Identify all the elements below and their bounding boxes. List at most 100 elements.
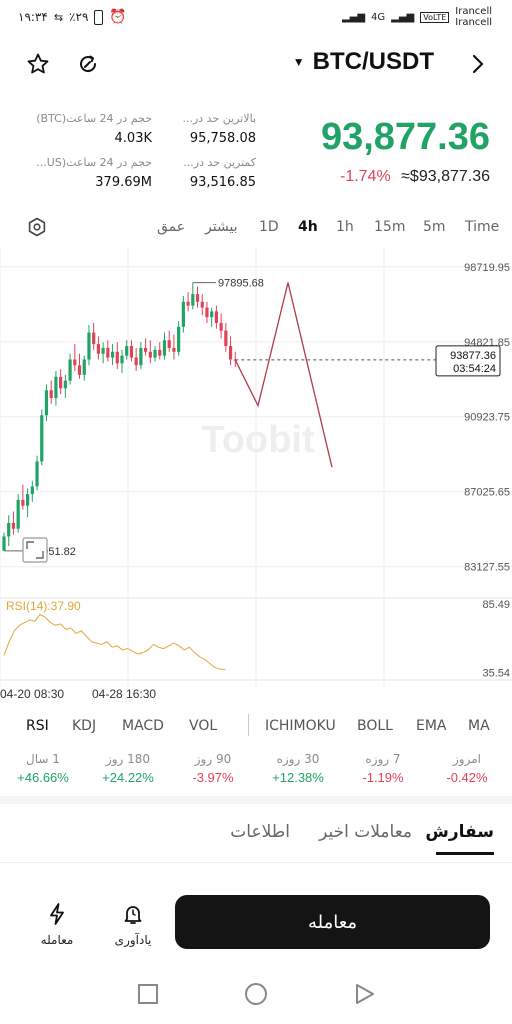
rsi-line <box>3 613 226 670</box>
chart-canvas[interactable]: Toobit RSI(14):37.90 85.49 35.54 98719.95 9… <box>0 246 512 706</box>
candle-body <box>49 390 53 398</box>
candle-body <box>158 349 162 356</box>
perf-label: 30 روزه <box>276 752 320 766</box>
tab-1h[interactable]: 1h <box>336 219 354 235</box>
candle-body <box>191 294 195 306</box>
candle-body <box>144 347 148 352</box>
high-label: 97895.68 <box>218 278 264 290</box>
signal-icon: ▂▄▆ <box>341 11 366 23</box>
refresh-icon[interactable] <box>72 48 104 80</box>
trade-tool[interactable]: معامله <box>27 902 87 947</box>
candle-body <box>210 311 214 318</box>
alert-tool[interactable]: یادآوری <box>103 902 163 947</box>
tab-ema[interactable]: EMA <box>416 718 447 734</box>
tab-order[interactable]: سفارش <box>425 822 494 842</box>
status-bar: ۱۹:۳۴ ⇆ ٪۲۹ ⏰ ▂▄▆ 4G ▂▄▆ VoLTE Irancell … <box>0 0 512 36</box>
network-type: 4G <box>371 11 386 23</box>
tab-boll[interactable]: BOLL <box>357 718 393 734</box>
market-header: ▼ BTC/USDT <box>0 44 512 84</box>
last-price: 93,877.36 <box>320 116 490 158</box>
tab-ichimoku[interactable]: ICHIMOKU <box>265 718 336 734</box>
y-tick-label: 98719.95 <box>464 262 510 274</box>
rsi-label: RSI(14):37.90 <box>6 599 81 613</box>
candle-body <box>7 522 11 537</box>
tab-4h[interactable]: 4h <box>298 219 318 235</box>
performance-row: 1 سال +46.66% 180 روز +24.22% 90 روز -3.… <box>0 748 512 792</box>
perf-value: -0.42% <box>446 770 488 785</box>
price-change-row: -1.74% ≈$93,877.36 <box>340 168 490 186</box>
tab-more[interactable]: بیشتر <box>205 219 238 235</box>
candle-body <box>16 499 20 529</box>
low24-label: کمترین حد در... <box>183 156 256 169</box>
perf-label: 1 سال <box>26 752 60 766</box>
candle-body <box>148 351 152 358</box>
pair-title: BTC/USDT <box>312 48 434 75</box>
candle-body <box>177 326 181 352</box>
tab-vol[interactable]: VOL <box>189 718 218 734</box>
chevron-right-icon[interactable] <box>462 48 494 80</box>
tab-info[interactable]: اطلاعات <box>230 822 290 842</box>
content-tabs: سفارش معاملات اخیر اطلاعات <box>0 816 512 856</box>
candle-body <box>54 376 58 398</box>
status-time: ۱۹:۳۴ <box>18 10 48 24</box>
tab-macd[interactable]: MACD <box>122 718 164 734</box>
bottom-action-bar: معامله یادآوری معامله <box>0 884 512 974</box>
projection-line <box>234 282 333 468</box>
change-percent: -1.74% <box>339 168 391 185</box>
trade-button[interactable]: معامله <box>175 895 490 949</box>
candle-body <box>186 301 190 306</box>
timeframe-bar: عمق بیشتر 1D 4h 1h 15m 5m Time <box>0 210 512 244</box>
high24-value: 95,758.08 <box>189 131 256 146</box>
perf-label: 90 روز <box>194 752 232 766</box>
high24: بالاترین حد در... 95,758.08 <box>162 112 256 146</box>
x-tick-label: 04-28 16:30 <box>92 687 156 701</box>
expand-icon[interactable] <box>22 537 48 563</box>
tab-rsi[interactable]: RSI <box>26 718 49 734</box>
candle-body <box>35 461 39 487</box>
tab-time[interactable]: Time <box>465 219 500 235</box>
status-left: ۱۹:۳۴ ⇆ ٪۲۹ ⏰ <box>18 9 127 25</box>
perf-today: امروز -0.42% <box>424 752 510 785</box>
low24-value: 93,516.85 <box>189 175 256 190</box>
indicator-tabs: RSI KDJ MACD VOL ICHIMOKU BOLL EMA MA <box>0 712 512 742</box>
perf-7d: 7 روزه -1.19% <box>340 752 426 785</box>
tab-15m[interactable]: 15m <box>374 219 406 235</box>
tab-kdj[interactable]: KDJ <box>72 718 97 734</box>
candle-body <box>205 307 209 318</box>
vol24-us-label: حجم در 24 ساعت(US... <box>36 156 152 169</box>
tab-depth[interactable]: عمق <box>157 219 186 235</box>
watermark-text: Toobit <box>201 419 315 461</box>
chart-settings-icon[interactable] <box>26 216 48 242</box>
rsi-tick-label: 85.49 <box>482 599 510 611</box>
tab-5m[interactable]: 5m <box>423 219 446 235</box>
recents-icon[interactable] <box>138 984 158 1004</box>
section-divider <box>0 796 512 804</box>
home-icon[interactable] <box>245 983 267 1005</box>
perf-value: -1.19% <box>362 770 404 785</box>
battery-percent: ٪۲۹ <box>69 10 89 24</box>
vol24-btc-label: حجم در 24 ساعت(BTC) <box>36 112 152 125</box>
candle-body <box>87 332 91 360</box>
pair-selector[interactable]: ▼ BTC/USDT <box>293 48 434 76</box>
perf-180d: 180 روز +24.22% <box>85 752 171 785</box>
countdown-label: 03:54:24 <box>453 363 496 375</box>
y-tick-label: 87025.65 <box>464 487 510 499</box>
star-icon[interactable] <box>22 48 54 80</box>
lightning-icon <box>50 903 64 925</box>
candle-body <box>120 355 124 364</box>
signal-icon-2: ▂▄▆ <box>391 11 415 23</box>
candle-body <box>11 522 16 529</box>
carrier-top: Irancell <box>455 6 492 17</box>
candle-body <box>2 536 6 551</box>
candle-body <box>21 499 25 506</box>
tab-recent-trades[interactable]: معاملات اخیر <box>319 822 412 842</box>
back-icon[interactable] <box>354 983 376 1005</box>
perf-30d: 30 روزه +12.38% <box>255 752 341 785</box>
price-chart[interactable]: Toobit RSI(14):37.90 85.49 35.54 98719.95 9… <box>0 246 512 706</box>
candle-body <box>96 344 100 354</box>
usb-icon: ⇆ <box>53 10 64 24</box>
trade-tool-label: معامله <box>40 933 74 947</box>
tab-1d[interactable]: 1D <box>259 219 279 235</box>
tab-ma[interactable]: MA <box>468 718 490 734</box>
candle-body <box>30 486 34 495</box>
